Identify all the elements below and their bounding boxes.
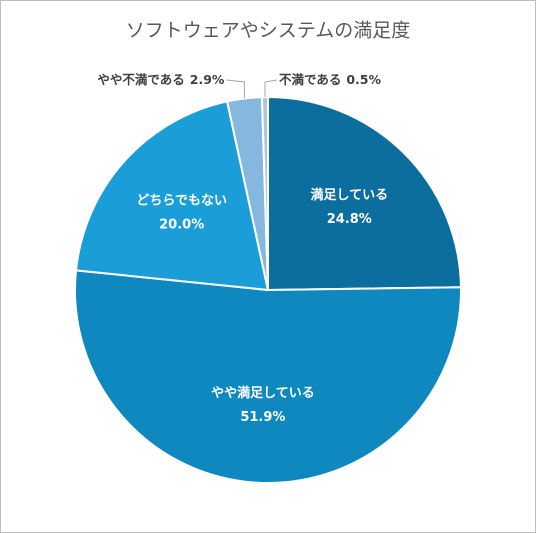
slice-value-label: 51.9% <box>240 410 285 425</box>
leader-line <box>264 79 278 98</box>
leader-line <box>226 79 245 99</box>
slice-value-label: 0.5% <box>346 72 381 87</box>
pie-slice <box>74 100 270 292</box>
pie-slice <box>267 95 462 292</box>
slice-value-label: 2.9% <box>190 72 225 87</box>
slice-value-label: 24.8% <box>327 212 372 227</box>
slice-label: どちらでもない <box>136 193 227 208</box>
slice-label: 不満である <box>279 72 341 87</box>
outside-label: やや不満である 2.9% <box>97 72 225 87</box>
slice-label: 満足している <box>310 187 388 203</box>
chart-title: ソフトウェアやシステムの満足度 <box>126 20 410 42</box>
slice-value-label: 20.0% <box>159 217 204 232</box>
outside-label: 不満である 0.5% <box>279 72 382 87</box>
pie-slice <box>74 269 462 484</box>
slice-label: やや不満である <box>97 72 184 87</box>
slice-label: やや満足している <box>211 385 315 401</box>
